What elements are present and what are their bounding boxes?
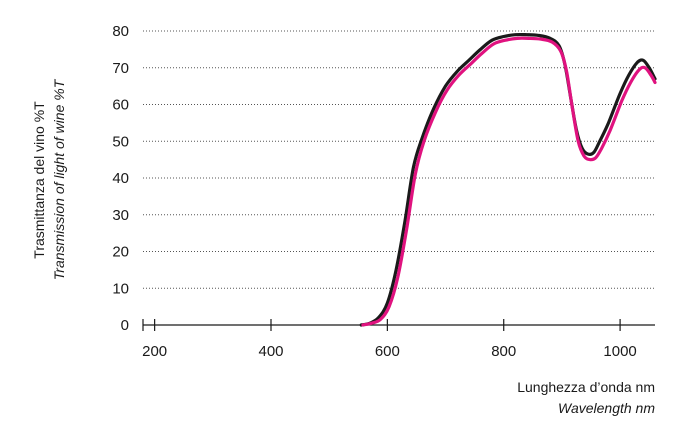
y-tick-label-50: 50 — [112, 133, 129, 150]
y-tick-label-60: 60 — [112, 97, 129, 114]
y-tick-label-80: 80 — [112, 23, 129, 40]
x-tick-label-800: 800 — [491, 343, 516, 360]
x-axis-title: Lunghezza d’onda nm — [517, 379, 655, 395]
axes — [142, 319, 655, 331]
y-tick-label-70: 70 — [112, 60, 129, 77]
series-line-1 — [359, 32, 657, 327]
y-axis-title-english: Transmission of light of wine %T — [51, 78, 67, 280]
tick-labels: 200 400 600 800 1000 0 10 20 30 40 50 60 70 80 — [112, 23, 636, 360]
y-tick-label-40: 40 — [112, 170, 129, 187]
y-tick-label-10: 10 — [112, 280, 129, 297]
y-tick-label-20: 20 — [112, 244, 129, 261]
y-axis-title: Trasmittanza del vino %T — [31, 101, 47, 259]
x-tick-label-200: 200 — [142, 343, 167, 360]
x-axis-title-english: Wavelength nm — [558, 400, 655, 416]
y-tick-label-30: 30 — [112, 207, 129, 224]
x-tick-label-400: 400 — [258, 343, 283, 360]
x-tick-label-1000: 1000 — [603, 343, 636, 360]
series-lines — [359, 32, 657, 327]
x-tick-label-600: 600 — [375, 343, 400, 360]
y-tick-label-0: 0 — [121, 317, 129, 334]
series-line-2 — [361, 36, 657, 327]
